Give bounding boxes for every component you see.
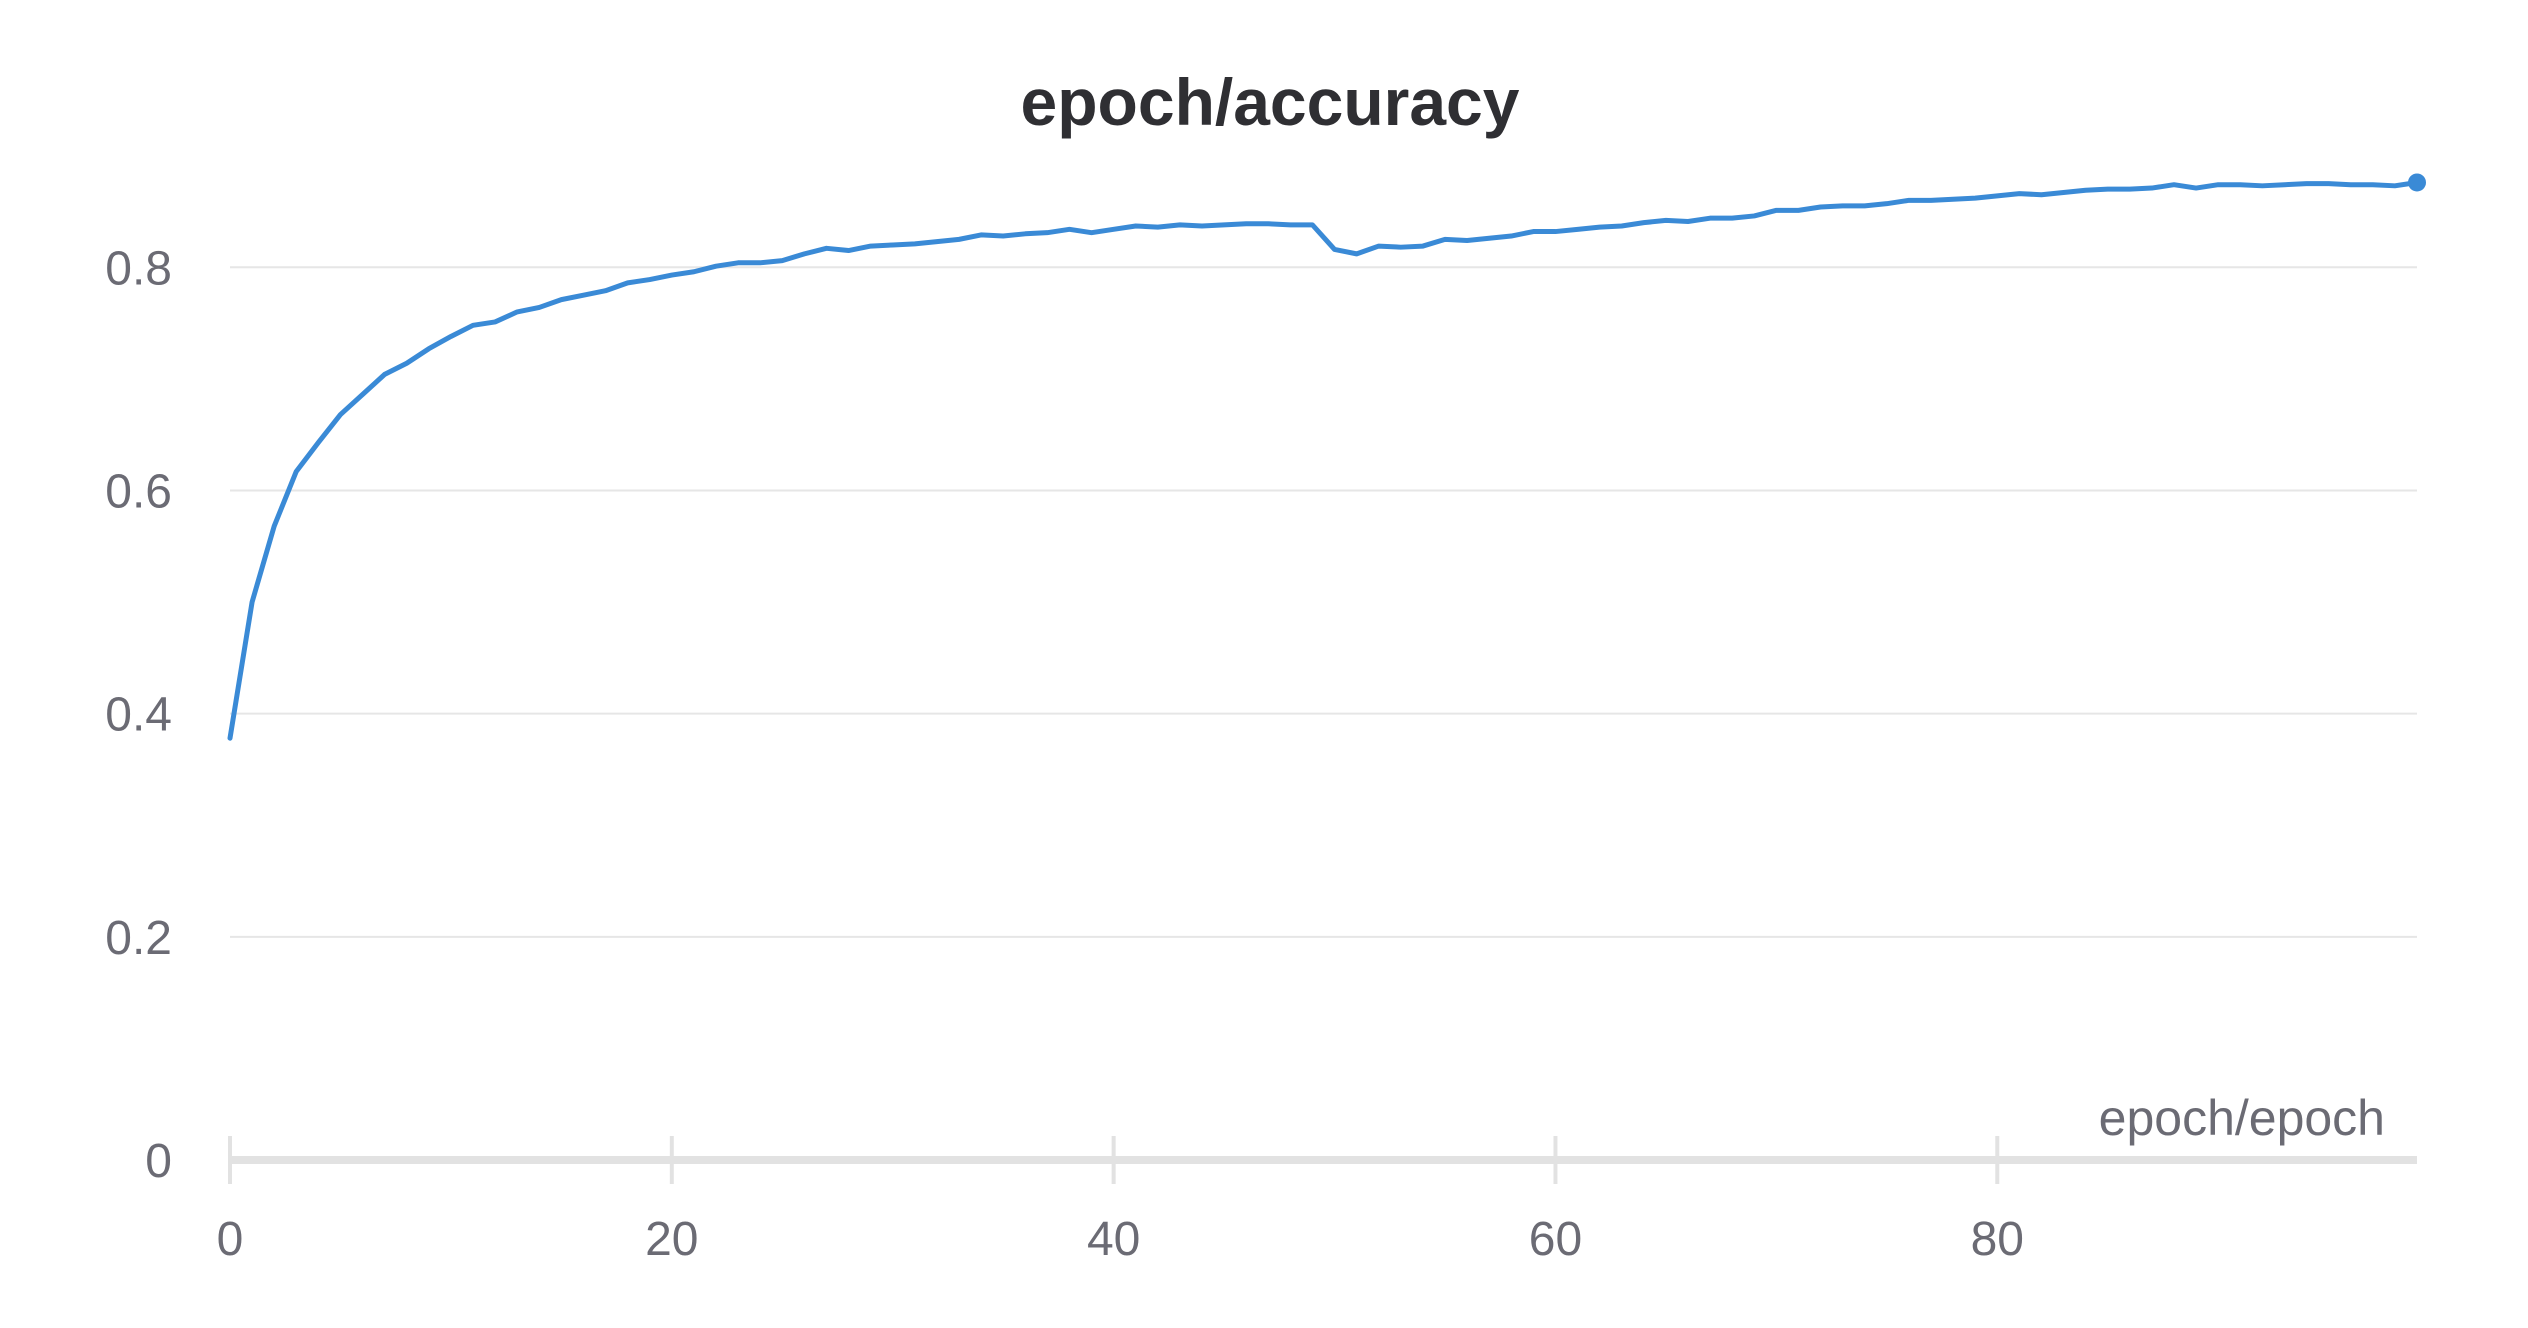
y-tick-label: 0.2 bbox=[105, 912, 172, 965]
y-tick-label: 0 bbox=[145, 1135, 172, 1188]
x-tick-label: 60 bbox=[1529, 1213, 1582, 1266]
x-axis-tick-labels: 0 20 40 60 80 bbox=[217, 1213, 2024, 1266]
y-tick-label: 0.4 bbox=[105, 689, 172, 742]
y-tick-label: 0.8 bbox=[105, 242, 172, 295]
x-axis bbox=[228, 1136, 2417, 1184]
x-tick-label: 40 bbox=[1087, 1213, 1140, 1266]
x-axis-label: epoch/epoch bbox=[2099, 1090, 2385, 1146]
series-end-point bbox=[2408, 173, 2426, 192]
x-tick-label: 80 bbox=[1971, 1213, 2024, 1266]
x-tick-label: 0 bbox=[217, 1213, 244, 1266]
y-axis-tick-labels: 0 0.2 0.4 0.6 0.8 bbox=[105, 242, 172, 1188]
series-line bbox=[227, 179, 2420, 741]
chart-title: epoch/accuracy bbox=[1021, 65, 1520, 139]
y-tick-label: 0.6 bbox=[105, 465, 172, 518]
series-layer bbox=[227, 173, 2426, 741]
x-tick-label: 20 bbox=[645, 1213, 698, 1266]
grid-lines bbox=[230, 266, 2417, 938]
